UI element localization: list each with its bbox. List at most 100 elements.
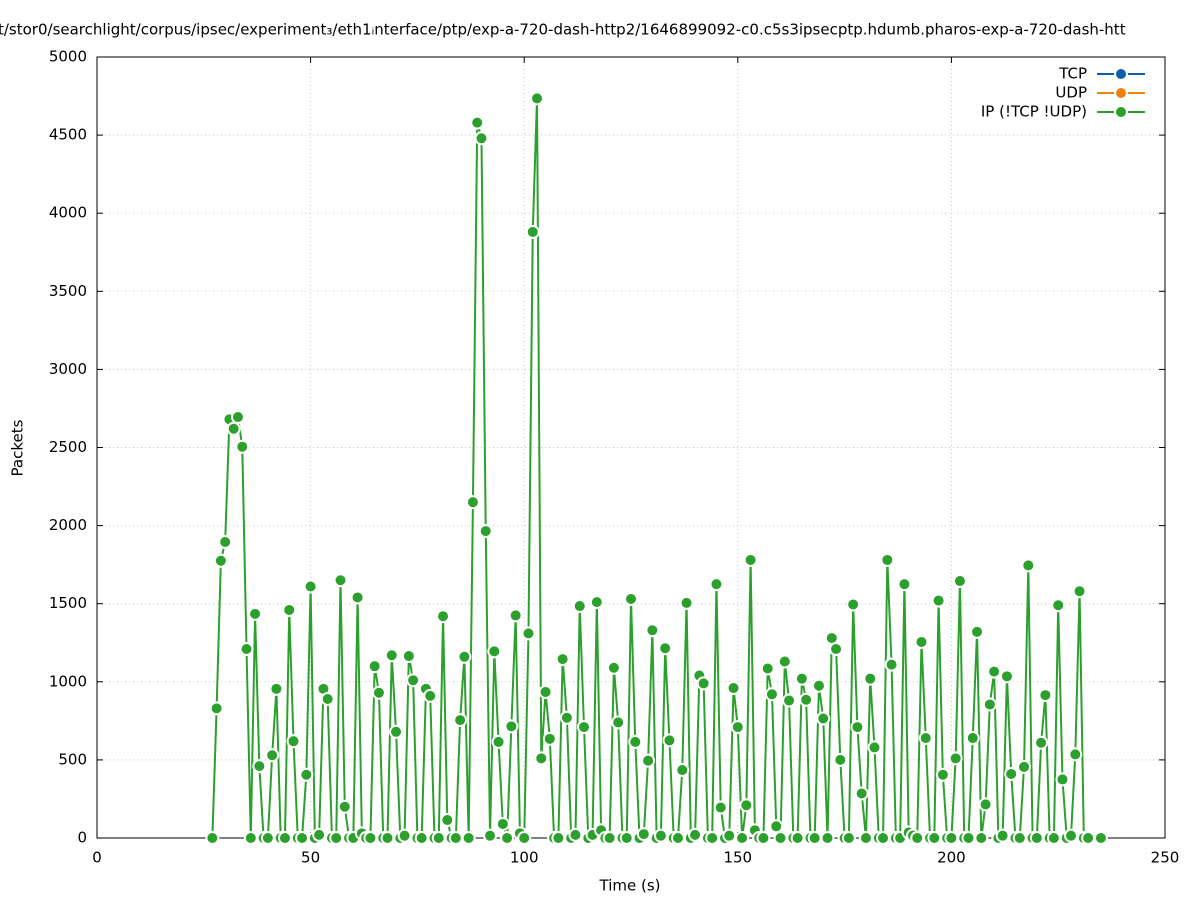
data-point <box>726 681 741 696</box>
data-point <box>1064 828 1079 843</box>
data-point <box>713 800 728 815</box>
data-point <box>461 831 476 845</box>
data-point <box>521 626 536 641</box>
data-point <box>252 759 267 774</box>
data-point <box>841 831 856 845</box>
data-point <box>1051 598 1066 613</box>
data-point <box>995 828 1010 843</box>
data-point <box>854 786 869 801</box>
data-point <box>551 831 566 845</box>
data-point <box>636 827 651 842</box>
data-point <box>243 831 258 845</box>
x-tick-label: 150 <box>723 849 752 867</box>
data-point <box>525 224 540 239</box>
y-tick-label: 3500 <box>49 282 87 300</box>
data-point <box>542 731 557 746</box>
data-point <box>944 831 959 845</box>
data-point <box>974 831 989 845</box>
data-point <box>474 131 489 146</box>
data-point <box>406 673 421 688</box>
data-point <box>530 91 545 106</box>
data-point <box>380 831 395 845</box>
data-point <box>619 831 634 845</box>
data-point <box>658 641 673 656</box>
data-point <box>1046 831 1061 845</box>
y-tick-label: 4000 <box>49 204 87 222</box>
data-point <box>260 831 275 845</box>
data-point <box>559 710 574 725</box>
data-point <box>213 553 228 568</box>
data-point <box>816 711 831 726</box>
data-point <box>628 734 643 749</box>
data-point <box>1004 766 1019 781</box>
legend-marker <box>1114 67 1128 81</box>
data-point <box>487 644 502 659</box>
data-point <box>935 767 950 782</box>
data-point <box>670 831 685 845</box>
y-tick-label: 1500 <box>49 594 87 612</box>
data-point <box>743 552 758 567</box>
y-tick-label: 500 <box>58 750 87 768</box>
x-tick-label: 0 <box>92 849 102 867</box>
data-point <box>679 595 694 610</box>
data-point <box>807 831 822 845</box>
data-point <box>1029 831 1044 845</box>
data-point <box>602 831 617 845</box>
data-point <box>312 827 327 842</box>
data-point <box>794 671 809 686</box>
data-point <box>478 524 493 539</box>
data-point <box>397 828 412 843</box>
data-point <box>965 731 980 746</box>
data-point <box>978 797 993 812</box>
data-point <box>777 654 792 669</box>
legend-marker <box>1114 105 1128 119</box>
x-tick-label: 250 <box>1151 849 1180 867</box>
data-point <box>863 671 878 686</box>
data-point <box>739 798 754 813</box>
data-point <box>350 590 365 605</box>
data-point <box>948 751 963 766</box>
data-point <box>735 831 750 845</box>
data-point <box>1055 772 1070 787</box>
data-point <box>470 115 485 130</box>
data-point <box>577 720 592 735</box>
y-tick-label: 4500 <box>49 126 87 144</box>
y-tick-label: 2500 <box>49 438 87 456</box>
data-point <box>696 676 711 691</box>
data-point <box>653 828 668 843</box>
data-point <box>329 831 344 845</box>
data-point <box>773 831 788 845</box>
legend-label: TCP <box>1058 65 1087 83</box>
data-point <box>952 574 967 589</box>
y-tick-label: 1000 <box>49 672 87 690</box>
data-point <box>414 831 429 845</box>
x-axis-label: Time (s) <box>599 877 661 895</box>
data-point <box>850 720 865 735</box>
data-point <box>1038 688 1053 703</box>
data-point <box>1017 759 1032 774</box>
chart-title: t/stor0/searchlight/corpus/ipsec/experim… <box>0 21 1126 39</box>
data-point <box>1034 735 1049 750</box>
data-point <box>457 649 472 664</box>
data-point <box>491 734 506 749</box>
data-point <box>572 599 587 614</box>
data-point <box>1012 831 1027 845</box>
data-point <box>756 831 771 845</box>
data-point <box>867 740 882 755</box>
data-point <box>811 678 826 693</box>
data-point <box>230 410 245 425</box>
y-tick-label: 2000 <box>49 516 87 534</box>
data-point <box>363 831 378 845</box>
data-point <box>205 831 220 845</box>
data-point <box>534 751 549 766</box>
legend-marker <box>1114 86 1128 100</box>
data-point <box>235 439 250 454</box>
data-point <box>239 641 254 656</box>
data-point <box>367 659 382 674</box>
data-point <box>453 713 468 728</box>
data-point <box>226 421 241 436</box>
data-point <box>662 733 677 748</box>
data-point <box>384 648 399 663</box>
y-axis-label: Packets <box>9 419 27 476</box>
data-point <box>799 692 814 707</box>
